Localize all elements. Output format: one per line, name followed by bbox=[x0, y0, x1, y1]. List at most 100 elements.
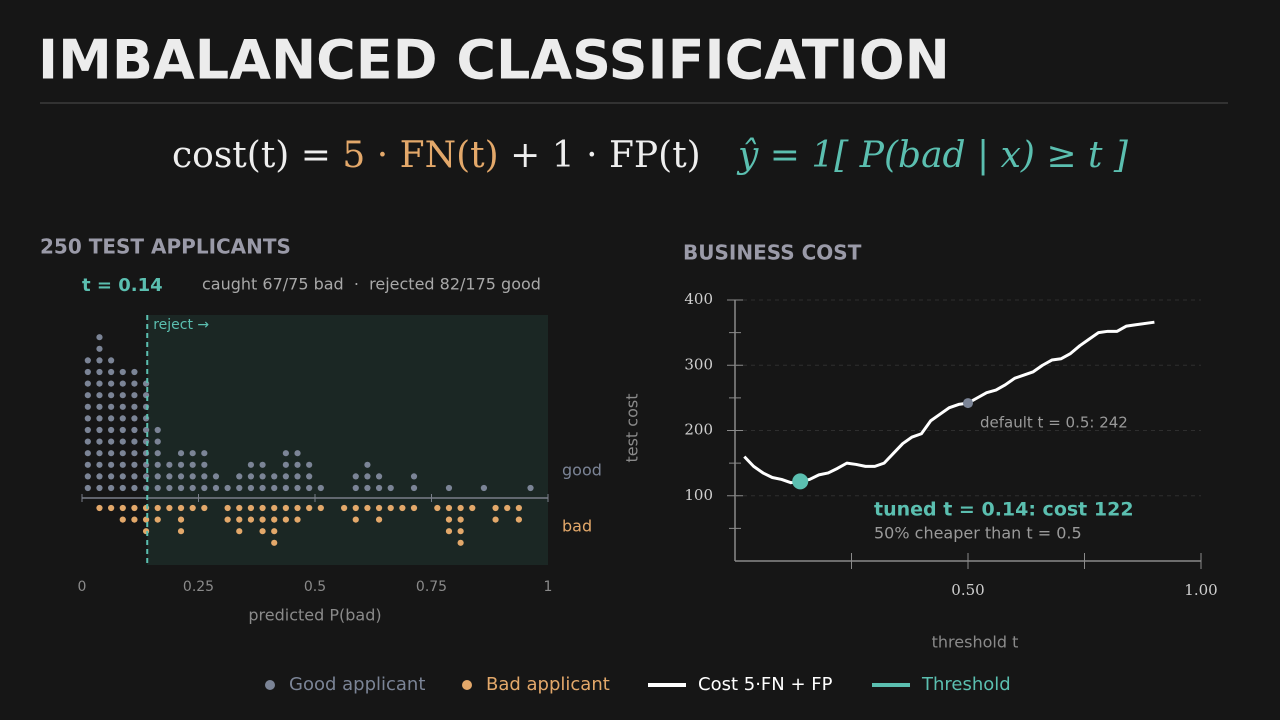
dot-column bbox=[271, 473, 278, 492]
dot bbox=[142, 473, 150, 480]
y-axis-label: test cost bbox=[623, 393, 642, 462]
legend-label: Bad applicant bbox=[486, 674, 610, 695]
dot bbox=[154, 438, 161, 445]
dot bbox=[108, 357, 115, 364]
dot bbox=[375, 484, 383, 492]
dot bbox=[131, 438, 138, 445]
dot bbox=[119, 380, 126, 387]
dot-column bbox=[119, 368, 126, 492]
dot bbox=[247, 484, 255, 492]
series-label: bad bbox=[562, 517, 592, 536]
dot bbox=[317, 484, 324, 492]
dot bbox=[142, 484, 150, 492]
dot bbox=[84, 438, 91, 445]
dot-column bbox=[375, 504, 383, 523]
dot bbox=[84, 357, 91, 364]
dot bbox=[131, 484, 138, 492]
dot-column bbox=[108, 504, 115, 512]
dot bbox=[142, 504, 150, 512]
dot bbox=[84, 380, 91, 387]
dot bbox=[364, 473, 371, 480]
dot bbox=[142, 403, 150, 410]
region-label: reject → bbox=[153, 317, 209, 333]
dot bbox=[84, 403, 91, 410]
dot-column bbox=[527, 484, 534, 492]
dot bbox=[341, 504, 348, 512]
dot-column bbox=[154, 504, 161, 523]
dot-column bbox=[515, 504, 522, 523]
dot bbox=[282, 450, 289, 457]
dot bbox=[154, 426, 161, 434]
dot bbox=[108, 473, 115, 480]
dot-column bbox=[352, 473, 359, 492]
dot bbox=[271, 516, 278, 523]
dot bbox=[410, 484, 418, 492]
dot bbox=[306, 461, 313, 468]
dot-column bbox=[259, 504, 266, 535]
cost-line bbox=[743, 320, 1155, 485]
dot bbox=[236, 504, 243, 512]
reject-region bbox=[147, 315, 549, 565]
dot bbox=[84, 415, 91, 422]
dot bbox=[154, 450, 161, 457]
dot-column bbox=[341, 504, 348, 512]
legend-label: Threshold bbox=[921, 674, 1011, 695]
dot bbox=[294, 516, 301, 523]
dot-column bbox=[469, 504, 476, 512]
dot-column bbox=[201, 504, 208, 512]
dot-column bbox=[154, 426, 161, 492]
dot bbox=[282, 461, 289, 468]
dot-column bbox=[294, 450, 301, 492]
dot-column bbox=[282, 450, 289, 492]
dot bbox=[108, 484, 115, 492]
dot-column bbox=[457, 504, 464, 546]
dot bbox=[294, 461, 301, 468]
dot bbox=[352, 484, 359, 492]
dot bbox=[201, 450, 208, 457]
legend-label: Cost 5·FN + FP bbox=[698, 674, 833, 695]
dot bbox=[96, 392, 103, 399]
dot bbox=[142, 415, 150, 422]
x-tick-label: 0 bbox=[78, 579, 87, 595]
dot bbox=[189, 450, 196, 457]
chart-title: BUSINESS COST bbox=[683, 241, 862, 265]
dot bbox=[177, 473, 185, 480]
dot bbox=[142, 528, 150, 535]
dot bbox=[119, 516, 126, 523]
dot bbox=[142, 516, 150, 523]
dot bbox=[131, 504, 138, 512]
dot bbox=[119, 438, 126, 445]
x-axis-label: predicted P(bad) bbox=[248, 606, 381, 625]
dot bbox=[387, 504, 394, 512]
dot bbox=[108, 380, 115, 387]
dot bbox=[131, 380, 138, 387]
decision-rule: ŷ = 1[ P(bad | x) ≥ t ] bbox=[736, 135, 1129, 176]
dot-column bbox=[189, 450, 196, 492]
dot-column bbox=[399, 504, 406, 512]
dot-column bbox=[131, 368, 138, 492]
dot bbox=[306, 473, 313, 480]
dot bbox=[515, 504, 522, 512]
dot bbox=[96, 438, 103, 445]
dot-column bbox=[306, 504, 313, 512]
dot bbox=[154, 516, 161, 523]
annotation-point bbox=[792, 473, 809, 490]
dot bbox=[119, 461, 126, 468]
dot bbox=[131, 461, 138, 468]
dot bbox=[282, 484, 289, 492]
dot bbox=[189, 504, 196, 512]
dot-column bbox=[247, 504, 255, 523]
cost-formula: cost(t) = 5 · FN(t) + 1 · FP(t) bbox=[172, 135, 701, 176]
dot bbox=[177, 461, 185, 468]
dot bbox=[96, 380, 103, 387]
x-tick-label: 1 bbox=[544, 579, 553, 595]
chart-title: 250 TEST APPLICANTS bbox=[40, 235, 291, 259]
summary: caught 67/75 bad · rejected 82/175 good bbox=[202, 275, 541, 294]
dot bbox=[271, 484, 278, 492]
dot bbox=[142, 380, 150, 387]
dot bbox=[410, 473, 418, 480]
dot bbox=[166, 473, 173, 480]
dot bbox=[108, 426, 115, 434]
dot bbox=[294, 450, 301, 457]
